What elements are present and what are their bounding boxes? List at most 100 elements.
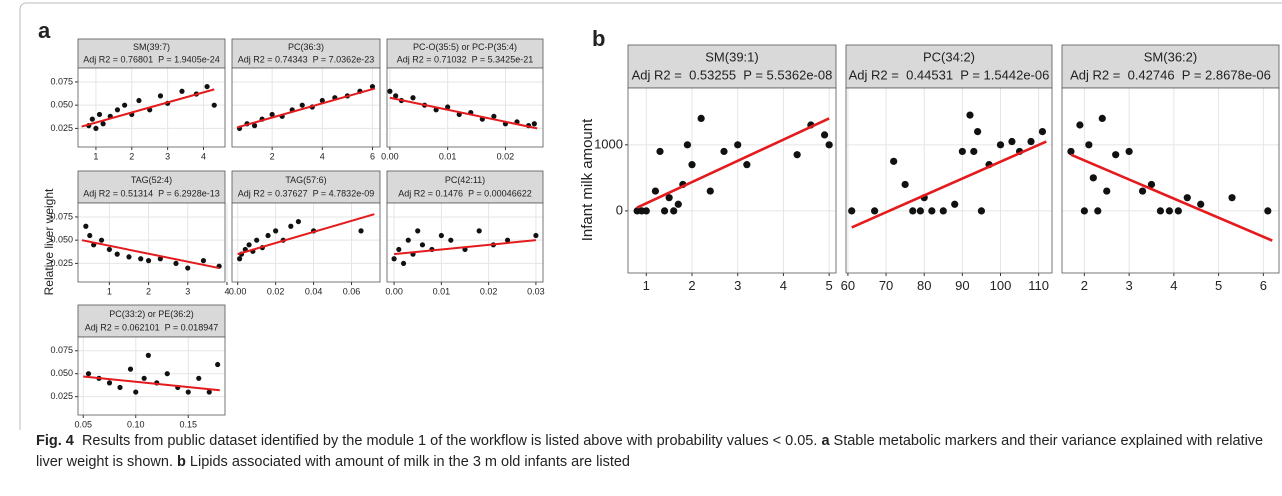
point bbox=[683, 141, 692, 149]
point bbox=[1165, 207, 1173, 215]
point bbox=[825, 141, 833, 149]
point bbox=[743, 161, 751, 169]
x-tick-label: 0.10 bbox=[127, 419, 145, 429]
point bbox=[958, 147, 966, 156]
point bbox=[164, 371, 170, 377]
y-tick-label: 0.050 bbox=[50, 368, 73, 378]
x-tick-label: 3 bbox=[1125, 278, 1132, 293]
point bbox=[928, 207, 936, 215]
x-tick-label: 3 bbox=[165, 151, 170, 161]
fit-line bbox=[236, 87, 376, 129]
point bbox=[890, 157, 898, 165]
point bbox=[254, 237, 260, 243]
strip-title: TAG(57:6) bbox=[285, 175, 326, 185]
plot-area bbox=[78, 203, 225, 282]
plot-area bbox=[1062, 88, 1279, 273]
strip-title: PC-O(35:5) or PC-P(35:4) bbox=[413, 42, 517, 52]
strip bbox=[77, 170, 226, 204]
point bbox=[114, 107, 121, 113]
x-tick-label: 5 bbox=[826, 278, 833, 293]
x-tick-label: 0.04 bbox=[305, 286, 323, 296]
fit-line bbox=[636, 117, 830, 209]
point bbox=[127, 366, 134, 372]
x-tick-label: 0.00 bbox=[385, 286, 403, 296]
point bbox=[871, 207, 879, 215]
x-tick-label: 2 bbox=[146, 286, 151, 296]
x-tick-label: 2 bbox=[688, 278, 695, 293]
point bbox=[391, 256, 397, 262]
plot-border bbox=[386, 202, 544, 283]
fit-line bbox=[393, 239, 537, 256]
fit-line bbox=[237, 213, 375, 256]
x-tick-label: 110 bbox=[1028, 278, 1049, 293]
point bbox=[734, 141, 742, 149]
x-tick-label: 1 bbox=[643, 278, 650, 293]
strip-title: SM(36:2) bbox=[1144, 49, 1197, 64]
strip-subtitle: Adj R2 = 0.44531 P = 1.5442e-06 bbox=[849, 67, 1050, 82]
point bbox=[848, 207, 856, 215]
point bbox=[1098, 114, 1106, 122]
x-tick-label: 2 bbox=[270, 151, 275, 161]
x-tick-label: 80 bbox=[917, 278, 931, 293]
x-tick-label: 3 bbox=[185, 286, 190, 296]
caption-text: Results from public dataset identified b… bbox=[81, 433, 818, 449]
point bbox=[970, 147, 978, 156]
point bbox=[83, 223, 89, 229]
point bbox=[405, 237, 411, 243]
fit-line bbox=[1070, 153, 1273, 242]
caption-panel: b bbox=[177, 454, 186, 470]
x-tick-label: 4 bbox=[1170, 278, 1177, 293]
point bbox=[674, 200, 682, 208]
point bbox=[665, 194, 673, 202]
point bbox=[196, 375, 202, 381]
point bbox=[533, 232, 539, 239]
point bbox=[273, 228, 279, 234]
strip-subtitle: Adj R2 = 0.062101 P = 0.018947 bbox=[85, 322, 218, 332]
strip bbox=[77, 38, 226, 69]
x-tick-label: 100 bbox=[990, 278, 1012, 293]
plot-border bbox=[77, 202, 226, 283]
figure-number: Fig. 4 bbox=[36, 433, 74, 449]
point bbox=[215, 361, 221, 368]
strip-subtitle: Adj R2 = 0.51314 P = 6.2928e-13 bbox=[83, 188, 219, 198]
x-tick-label: 2 bbox=[1081, 278, 1088, 293]
point bbox=[114, 251, 120, 257]
figure-panels: a b Relative liver weight Infant milk am… bbox=[19, 2, 1282, 496]
plot-area bbox=[232, 203, 380, 282]
point bbox=[438, 232, 444, 239]
y-tick-label: 0.025 bbox=[50, 391, 73, 401]
point bbox=[793, 151, 801, 159]
point bbox=[1174, 207, 1182, 215]
point bbox=[651, 187, 660, 195]
strip-title: PC(36:3) bbox=[288, 42, 324, 52]
plot-border bbox=[845, 87, 1053, 274]
point bbox=[1076, 121, 1084, 129]
x-tick-label: 0.15 bbox=[179, 419, 197, 429]
strip-subtitle: Adj R2 = 0.37627 P = 4.7832e-09 bbox=[238, 188, 374, 198]
point bbox=[106, 380, 113, 386]
point bbox=[211, 102, 217, 108]
point bbox=[974, 128, 982, 136]
point bbox=[185, 389, 191, 395]
point bbox=[1112, 151, 1120, 159]
plot-area bbox=[628, 88, 836, 273]
point bbox=[299, 102, 305, 108]
point bbox=[85, 371, 92, 377]
x-tick-label: 1 bbox=[107, 286, 112, 296]
point bbox=[319, 97, 325, 104]
plot-border bbox=[77, 67, 226, 148]
point bbox=[448, 237, 454, 243]
x-tick-label: 0.00 bbox=[229, 286, 247, 296]
point bbox=[706, 187, 714, 195]
plot-area bbox=[846, 88, 1052, 273]
point bbox=[491, 113, 497, 119]
point bbox=[901, 180, 909, 189]
point bbox=[939, 207, 947, 215]
point bbox=[419, 242, 426, 248]
point bbox=[415, 228, 421, 234]
plot-border bbox=[627, 87, 837, 274]
y-tick-label: 0.075 bbox=[50, 76, 73, 86]
point bbox=[138, 256, 144, 262]
strip-title: PC(33:2) or PE(36:2) bbox=[109, 309, 194, 319]
plot-area bbox=[387, 68, 543, 147]
